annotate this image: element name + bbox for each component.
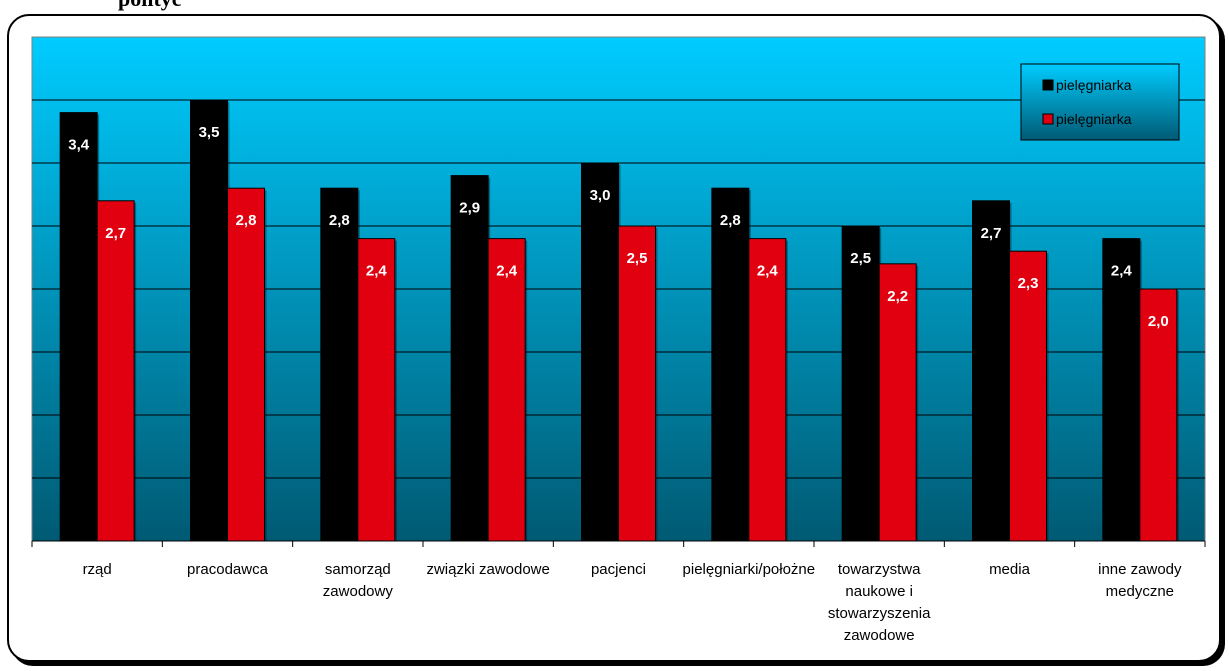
- bar-s1-8: [1102, 238, 1141, 542]
- bar-s1-6: [841, 225, 880, 542]
- data-label-s1-8: 2,4: [1111, 263, 1133, 280]
- data-label-s2-7: 2,3: [1018, 275, 1039, 292]
- data-label-s1-7: 2,7: [981, 225, 1002, 242]
- bar-s2-1: [227, 187, 265, 542]
- legend-label-1: pielęgniarka: [1056, 77, 1132, 93]
- bar-s1-7: [972, 200, 1010, 542]
- bar-s1-5: [711, 187, 750, 542]
- legend-swatch-2: [1042, 113, 1054, 125]
- data-label-s2-8: 2,0: [1148, 313, 1169, 330]
- data-label-s2-6: 2,2: [887, 288, 908, 305]
- legend: pielęgniarka pielęgniarka: [1020, 63, 1180, 141]
- category-label-0: rząd: [83, 561, 112, 578]
- legend-label-2: pielęgniarka: [1056, 111, 1132, 127]
- data-label-s2-3: 2,4: [496, 263, 518, 280]
- data-label-s1-2: 2,8: [329, 212, 350, 229]
- data-label-s1-4: 3,0: [590, 187, 611, 204]
- bar-s2-8: [1139, 288, 1178, 542]
- bar-s1-2: [320, 187, 359, 542]
- category-label-5: pielęgniarki/położne: [683, 561, 816, 578]
- bar-s2-3: [487, 238, 526, 542]
- legend-box: [1020, 63, 1180, 141]
- data-label-s1-3: 2,9: [459, 200, 480, 217]
- data-labels: 3,4 3,5 2,8 2,9 3,0 2,8 2,5 2,7 2,4 2,7 2,8 2,4 2,4 2…: [68, 124, 1169, 330]
- data-label-s2-0: 2,7: [105, 225, 126, 242]
- bar-s2-2: [357, 238, 396, 542]
- category-label-7: media: [989, 561, 1031, 578]
- legend-swatch-1: [1042, 79, 1054, 91]
- data-label-s1-5: 2,8: [720, 212, 741, 229]
- category-label-6: towarzystwa naukowe i stowarzyszenia zawodo…: [828, 561, 931, 644]
- top-caption: polityc: [118, 0, 182, 12]
- bar-s2-6: [878, 263, 917, 542]
- category-label-3: związki zawodowe: [426, 561, 549, 578]
- bar-s2-4: [618, 225, 656, 542]
- bar-s1-1: [190, 99, 228, 542]
- data-label-s2-2: 2,4: [366, 263, 388, 280]
- bars: [59, 99, 1179, 542]
- data-label-s1-1: 3,5: [199, 124, 220, 141]
- bar-s1-0: [59, 112, 98, 542]
- bar-s1-4: [581, 162, 619, 542]
- data-label-s1-6: 2,5: [850, 250, 871, 267]
- data-label-s2-1: 2,8: [236, 212, 257, 229]
- category-label-8: inne zawody medyczne: [1098, 561, 1182, 600]
- bar-s2-0: [96, 200, 135, 542]
- data-label-s1-0: 3,4: [68, 137, 90, 154]
- data-label-s2-4: 2,5: [627, 250, 648, 267]
- bar-s1-3: [450, 175, 489, 542]
- bar-s2-5: [748, 238, 787, 542]
- category-label-4: pacjenci: [591, 561, 646, 578]
- data-label-s2-5: 2,4: [757, 263, 779, 280]
- category-label-2: samorząd zawodowy: [323, 561, 394, 600]
- category-axis: rząd pracodawca samorząd zawodowy związki za…: [83, 561, 1182, 644]
- bar-s2-7: [1009, 250, 1047, 542]
- category-label-1: pracodawca: [187, 561, 269, 578]
